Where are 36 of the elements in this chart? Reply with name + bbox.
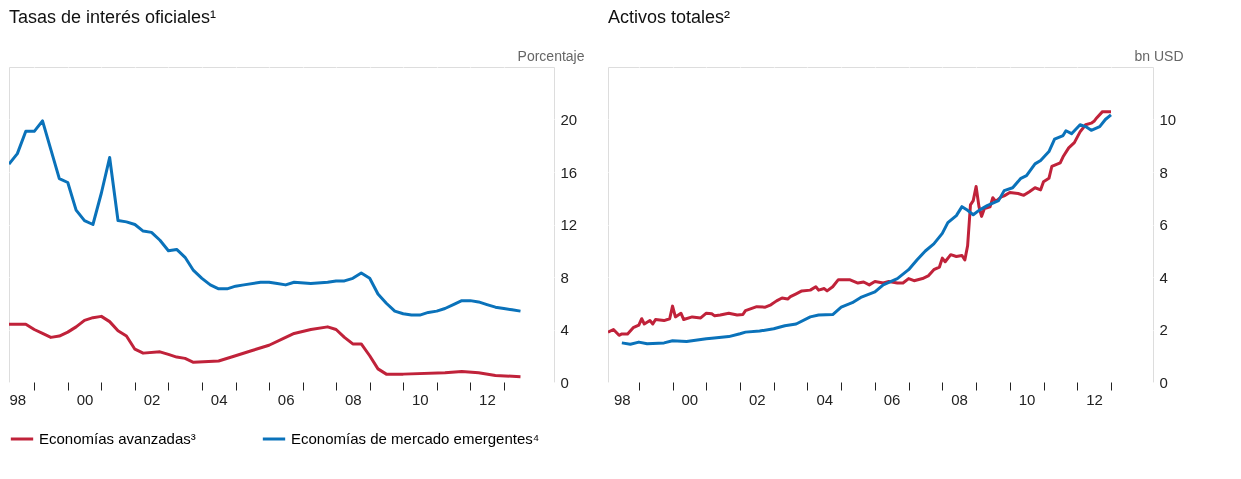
y-tick-label: 20 bbox=[560, 111, 578, 128]
y-tick-label: 12 bbox=[560, 216, 578, 233]
y-tick-label: 10 bbox=[1159, 111, 1177, 128]
x-tick-label: 08 bbox=[344, 390, 362, 408]
legend-label: Economías avanzadas³ bbox=[39, 430, 196, 447]
y-tick-label: 4 bbox=[560, 321, 569, 338]
y-tick-label: 0 bbox=[1159, 373, 1168, 391]
x-tick-label: 04 bbox=[210, 390, 228, 408]
x-tick-label: 02 bbox=[143, 390, 161, 408]
x-tick-label: 02 bbox=[748, 390, 766, 408]
x-tick-label: 00 bbox=[681, 390, 699, 408]
x-tick-label: 10 bbox=[412, 390, 429, 408]
y-axis-title: Porcentaje bbox=[517, 47, 585, 64]
line-series bbox=[9, 119, 522, 317]
y-tick-label: 8 bbox=[560, 268, 569, 286]
y-axis-title: bn USD bbox=[1134, 47, 1184, 64]
y-tick-label: 16 bbox=[560, 163, 578, 181]
legend-label: Economías de mercado emergentes⁴ bbox=[291, 430, 540, 447]
x-tick-label: 98 bbox=[614, 390, 631, 408]
y-tick-label: 2 bbox=[1159, 321, 1168, 338]
y-tick-label: 8 bbox=[1159, 163, 1168, 181]
chart-title: Activos totales² bbox=[608, 7, 731, 27]
x-tick-label: 12 bbox=[1086, 390, 1103, 408]
x-tick-label: 10 bbox=[1018, 390, 1036, 408]
y-tick-label: 4 bbox=[1159, 268, 1168, 286]
x-tick-label: 12 bbox=[479, 390, 496, 408]
y-tick-label: 0 bbox=[560, 373, 569, 391]
x-tick-label: 98 bbox=[9, 390, 27, 408]
x-tick-label: 08 bbox=[951, 390, 968, 408]
line-series bbox=[9, 314, 522, 379]
x-tick-label: 06 bbox=[277, 390, 295, 408]
x-tick-label: 00 bbox=[76, 390, 94, 408]
y-tick-label: 6 bbox=[1159, 216, 1168, 233]
x-tick-label: 04 bbox=[816, 390, 834, 408]
chart-title: Tasas de interés oficiales¹ bbox=[9, 7, 217, 27]
x-tick-label: 06 bbox=[883, 390, 901, 408]
